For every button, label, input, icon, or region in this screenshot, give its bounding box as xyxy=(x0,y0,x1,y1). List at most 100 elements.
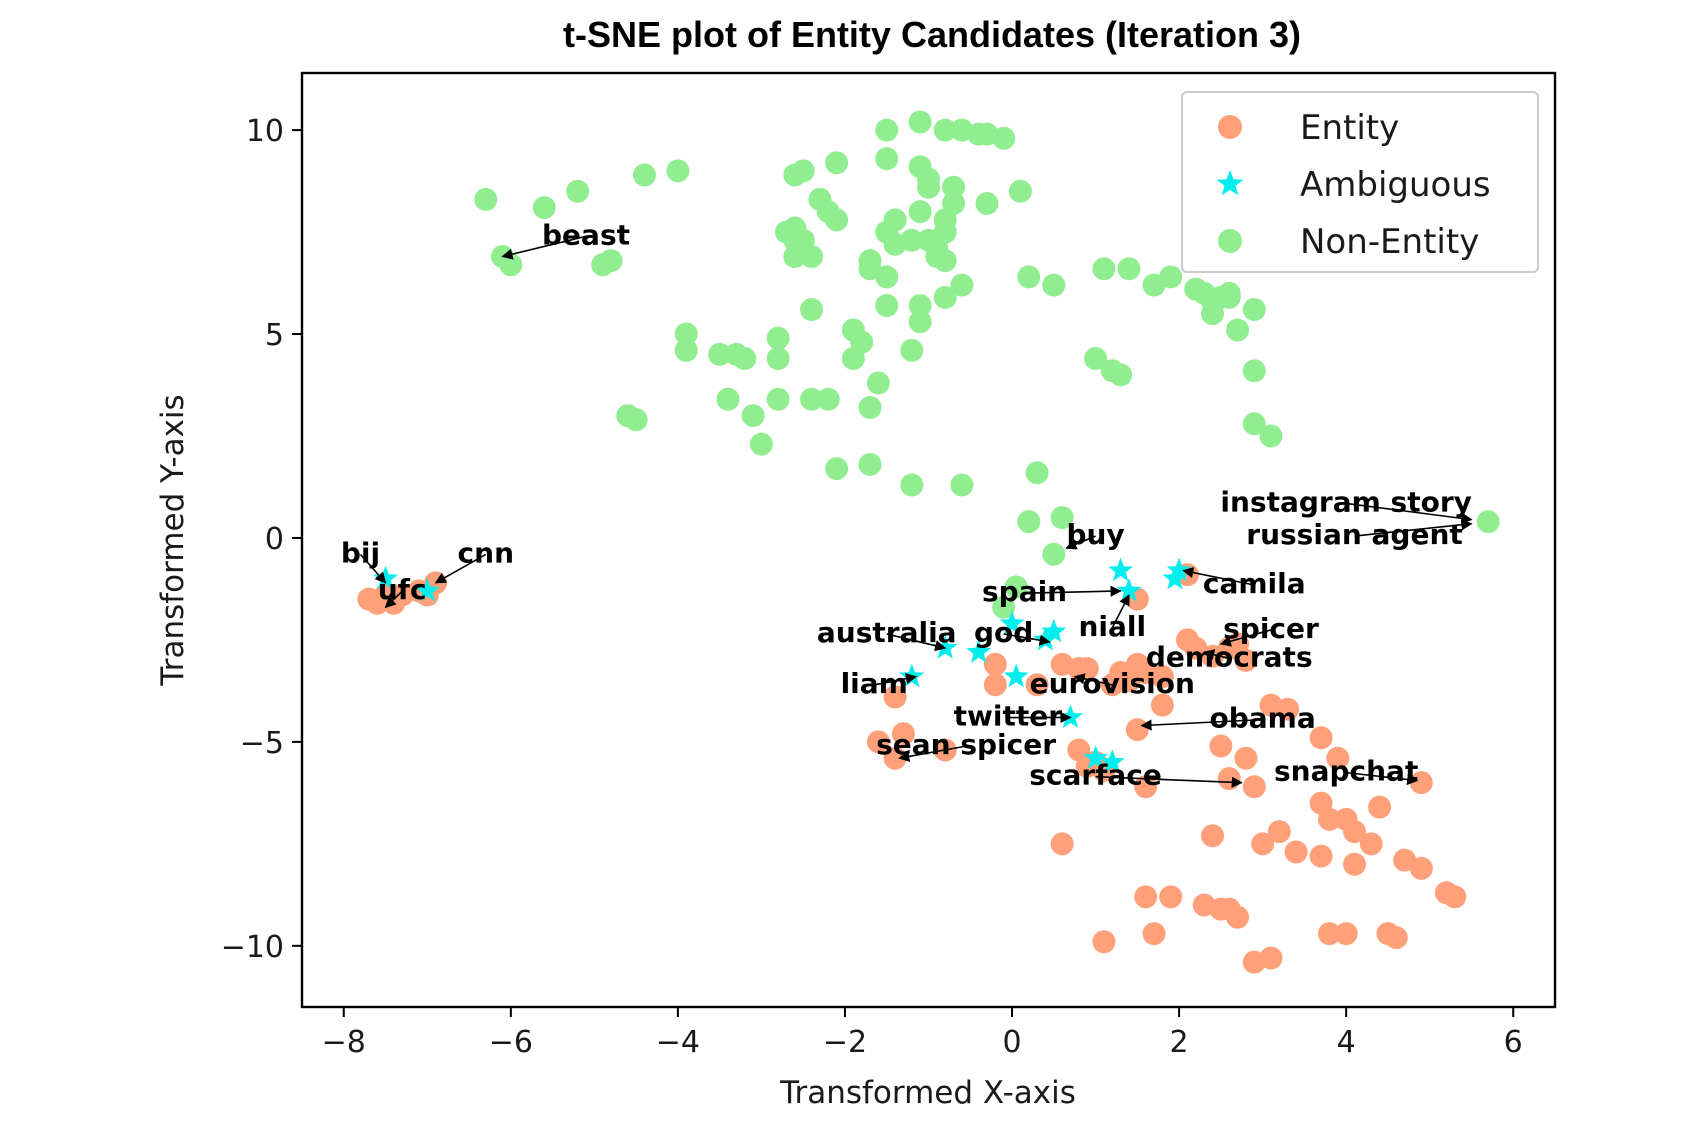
point-non-entity xyxy=(908,293,932,317)
point-non-entity xyxy=(532,196,556,220)
point-entity xyxy=(1443,885,1467,909)
point-non-entity xyxy=(858,453,882,477)
annotation-arrow xyxy=(1354,519,1473,537)
point-non-entity xyxy=(749,432,773,456)
annotation: russian agent xyxy=(1246,518,1473,551)
point-non-entity xyxy=(933,249,957,273)
annotation-label: australia xyxy=(817,616,957,649)
point-entity xyxy=(1326,746,1350,770)
point-non-entity xyxy=(766,326,790,350)
point-entity xyxy=(1234,746,1258,770)
point-non-entity xyxy=(908,200,932,224)
point-non-entity xyxy=(917,175,940,199)
point-non-entity xyxy=(766,387,790,411)
x-axis-label: Transformed X-axis xyxy=(779,1075,1076,1111)
annotation-label: democrats xyxy=(1146,640,1313,673)
annotation: sean spicer xyxy=(876,728,1056,762)
annotation-label: spain xyxy=(982,575,1067,608)
point-non-entity xyxy=(992,126,1016,150)
point-entity xyxy=(983,652,1007,676)
annotation-arrow xyxy=(359,553,387,584)
x-tick-label: −2 xyxy=(823,1025,867,1060)
x-tick-label: 2 xyxy=(1170,1025,1189,1060)
point-non-entity xyxy=(908,310,932,334)
series-non-entity-points xyxy=(474,110,1500,619)
annotation-arrow xyxy=(1140,718,1263,731)
annotation: obama xyxy=(1140,702,1316,735)
y-tick-label: 0 xyxy=(265,522,284,557)
point-ambiguous xyxy=(1162,565,1188,590)
annotation-arrow xyxy=(1346,502,1473,524)
point-entity xyxy=(1359,832,1383,856)
point-non-entity xyxy=(674,338,698,362)
y-tick-label: −10 xyxy=(221,930,284,965)
x-tick-label: −4 xyxy=(656,1025,700,1060)
point-non-entity xyxy=(474,187,498,211)
point-non-entity xyxy=(624,408,648,432)
point-non-entity xyxy=(741,404,765,428)
y-axis-label: Transformed Y-axis xyxy=(155,394,191,686)
point-non-entity xyxy=(1017,265,1041,289)
annotation-label: russian agent xyxy=(1246,518,1463,551)
annotation-arrow xyxy=(886,633,947,652)
point-ambiguous xyxy=(1166,557,1192,582)
annotation-label: spicer xyxy=(1223,612,1319,645)
point-entity xyxy=(1267,820,1291,844)
point-non-entity xyxy=(1017,510,1041,534)
point-non-entity xyxy=(1242,412,1266,436)
x-tick-label: −6 xyxy=(489,1025,533,1060)
point-non-entity xyxy=(825,208,849,232)
annotation-arrow xyxy=(1203,649,1230,661)
point-non-entity xyxy=(716,387,740,411)
annotation-label: instagram story xyxy=(1220,485,1472,518)
annotation-label: buy xyxy=(1066,518,1124,551)
annotation-label: cnn xyxy=(458,536,514,569)
point-non-entity xyxy=(875,265,899,289)
point-entity xyxy=(1209,734,1233,758)
point-non-entity xyxy=(800,298,824,322)
annotation: beast xyxy=(501,218,630,260)
point-non-entity xyxy=(1226,318,1250,342)
point-entity xyxy=(1226,905,1250,929)
point-non-entity xyxy=(883,208,907,232)
point-non-entity xyxy=(975,192,999,216)
point-non-entity xyxy=(1042,542,1066,566)
point-non-entity xyxy=(1025,461,1049,485)
y-axis-ticks: 10 5 0 −5 −10 xyxy=(221,114,302,965)
point-ambiguous xyxy=(999,610,1025,635)
point-entity xyxy=(1317,807,1341,831)
annotation-arrow xyxy=(434,553,487,584)
point-non-entity xyxy=(933,118,957,142)
x-tick-label: 0 xyxy=(1002,1025,1021,1060)
annotation: instagram story xyxy=(1220,485,1473,524)
y-tick-label: 5 xyxy=(265,318,284,353)
legend-label: Ambiguous xyxy=(1300,165,1491,205)
point-entity xyxy=(1259,946,1283,970)
point-non-entity xyxy=(1242,359,1266,383)
point-non-entity xyxy=(1117,257,1141,281)
point-entity xyxy=(883,685,907,709)
point-entity xyxy=(1309,844,1333,868)
point-entity xyxy=(1201,824,1225,848)
point-non-entity xyxy=(942,175,966,199)
x-axis-ticks: −8 −6 −4 −2 0 2 4 6 xyxy=(322,1007,1523,1060)
point-entity xyxy=(1150,693,1174,717)
annotation-label: snapchat xyxy=(1274,755,1418,788)
annotation-label: twitter xyxy=(954,700,1063,733)
point-non-entity xyxy=(933,285,957,309)
annotation-arrow xyxy=(1346,771,1419,786)
point-ambiguous xyxy=(1003,663,1029,688)
annotation: twitter xyxy=(954,700,1072,733)
point-ambiguous xyxy=(1116,578,1142,602)
legend-box xyxy=(1181,91,1539,273)
annotation-label: camila xyxy=(1203,567,1306,600)
point-non-entity xyxy=(900,228,924,252)
point-entity xyxy=(1150,665,1174,689)
y-tick-label: 10 xyxy=(246,114,284,149)
point-non-entity xyxy=(1259,424,1283,448)
annotation: scarface xyxy=(1029,759,1243,792)
point-non-entity xyxy=(1004,575,1028,599)
annotation-label: sean spicer xyxy=(876,728,1056,761)
